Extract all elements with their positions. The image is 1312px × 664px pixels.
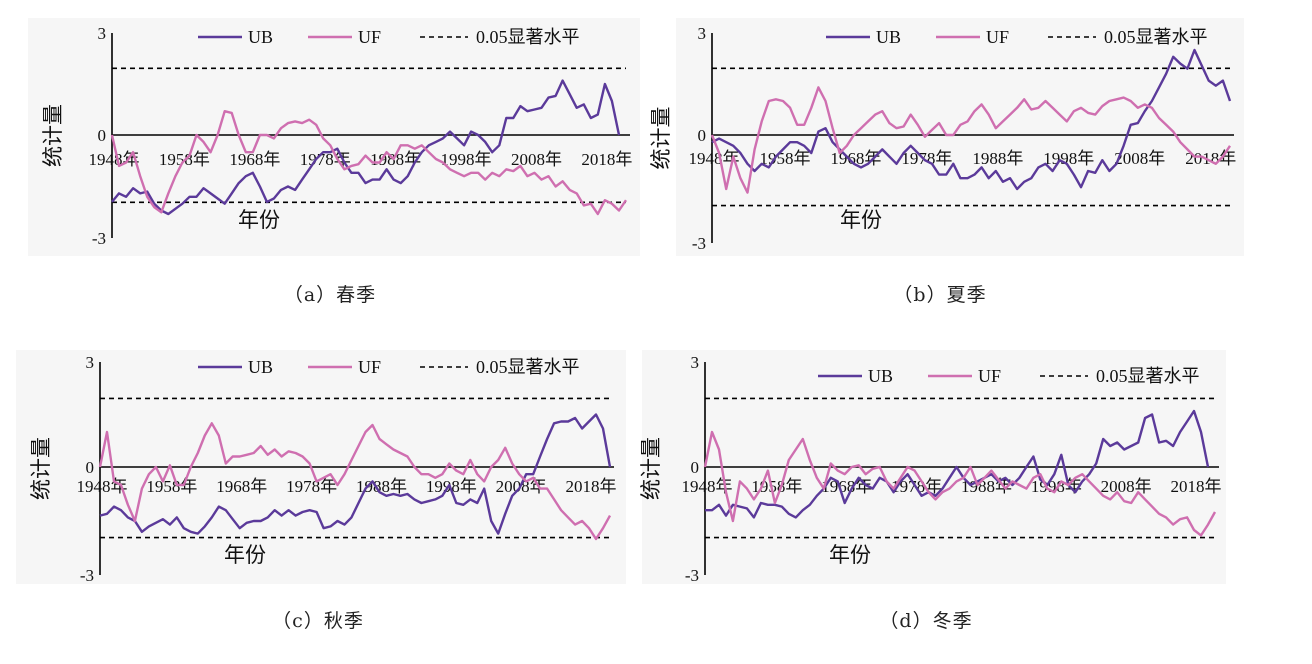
x-axis-title: 年份 <box>224 543 266 567</box>
panel-b-background <box>676 18 1244 256</box>
y-tick-label: 3 <box>698 24 707 43</box>
series-line-uf <box>98 422 612 541</box>
x-tick-label: 1948年 <box>682 477 733 496</box>
x-tick-label: 1978年 <box>901 149 952 168</box>
legend-label-significance: 0.05显著水平 <box>1104 27 1208 47</box>
y-axis-title: 统计量 <box>649 107 673 170</box>
series-line-uf <box>703 430 1217 537</box>
x-tick-label: 1998年 <box>1043 149 1094 168</box>
x-tick-label: 2008年 <box>511 150 562 169</box>
x-tick-label: 1948年 <box>689 149 740 168</box>
series-line-ub <box>111 79 621 216</box>
x-tick-label: 1988年 <box>356 477 407 496</box>
legend-label-uf: UF <box>978 366 1001 386</box>
x-tick-label: 1948年 <box>89 150 140 169</box>
caption-b: （b）夏季 <box>893 284 987 306</box>
legend-label-significance: 0.05显著水平 <box>476 27 580 47</box>
x-tick-label: 1958年 <box>146 477 197 496</box>
x-axis-title: 年份 <box>238 208 280 232</box>
panel-a-background <box>28 18 640 256</box>
series-line-uf <box>710 86 1232 194</box>
y-tick-label: 3 <box>86 353 95 372</box>
legend-label-uf: UF <box>358 27 381 47</box>
legend-label-ub: UB <box>248 357 273 377</box>
x-tick-label: 2008年 <box>1101 477 1152 496</box>
x-tick-label: 1988年 <box>370 150 421 169</box>
series-line-ub <box>99 413 612 535</box>
legend-label-ub: UB <box>868 366 893 386</box>
legend-label-uf: UF <box>986 27 1009 47</box>
legend-label-ub: UB <box>876 27 901 47</box>
x-tick-label: 1988年 <box>972 149 1023 168</box>
x-tick-label: 1998年 <box>426 477 477 496</box>
x-tick-label: 2018年 <box>566 477 617 496</box>
x-tick-label: 1998年 <box>441 150 492 169</box>
y-axis-title: 统计量 <box>639 437 663 500</box>
y-tick-label: 0 <box>691 458 700 477</box>
caption-a: （a）春季 <box>283 284 377 306</box>
series-line-ub <box>711 48 1232 191</box>
series-line-uf <box>110 109 627 216</box>
y-axis-title: 统计量 <box>41 104 65 167</box>
y-tick-label: -3 <box>92 229 106 248</box>
y-tick-label: 0 <box>86 458 95 477</box>
caption-d: （d）冬季 <box>879 610 973 632</box>
x-tick-label: 1948年 <box>77 477 128 496</box>
caption-c: （c）秋季 <box>272 610 364 632</box>
legend-label-significance: 0.05显著水平 <box>1096 366 1200 386</box>
x-tick-label: 1958年 <box>759 149 810 168</box>
x-axis-title: 年份 <box>829 543 871 567</box>
legend-label-ub: UB <box>248 27 273 47</box>
series-line-ub <box>705 409 1210 519</box>
x-tick-label: 2018年 <box>1171 477 1222 496</box>
y-tick-label: -3 <box>685 566 699 585</box>
x-tick-label: 1978年 <box>286 477 337 496</box>
x-tick-label: 1968年 <box>821 477 872 496</box>
y-axis-title: 统计量 <box>29 437 53 500</box>
legend-label-uf: UF <box>358 357 381 377</box>
y-tick-label: -3 <box>80 566 94 585</box>
legend-label-significance: 0.05显著水平 <box>476 357 580 377</box>
y-tick-label: 3 <box>98 24 107 43</box>
x-tick-label: 1968年 <box>229 150 280 169</box>
x-tick-label: 2018年 <box>581 150 632 169</box>
x-axis-title: 年份 <box>840 208 882 232</box>
x-tick-label: 1968年 <box>216 477 267 496</box>
x-tick-label: 2018年 <box>1185 149 1236 168</box>
y-tick-label: 0 <box>98 126 107 145</box>
x-tick-label: 2008年 <box>1114 149 1165 168</box>
y-tick-label: -3 <box>692 234 706 253</box>
y-tick-label: 0 <box>698 126 707 145</box>
y-tick-label: 3 <box>691 353 700 372</box>
